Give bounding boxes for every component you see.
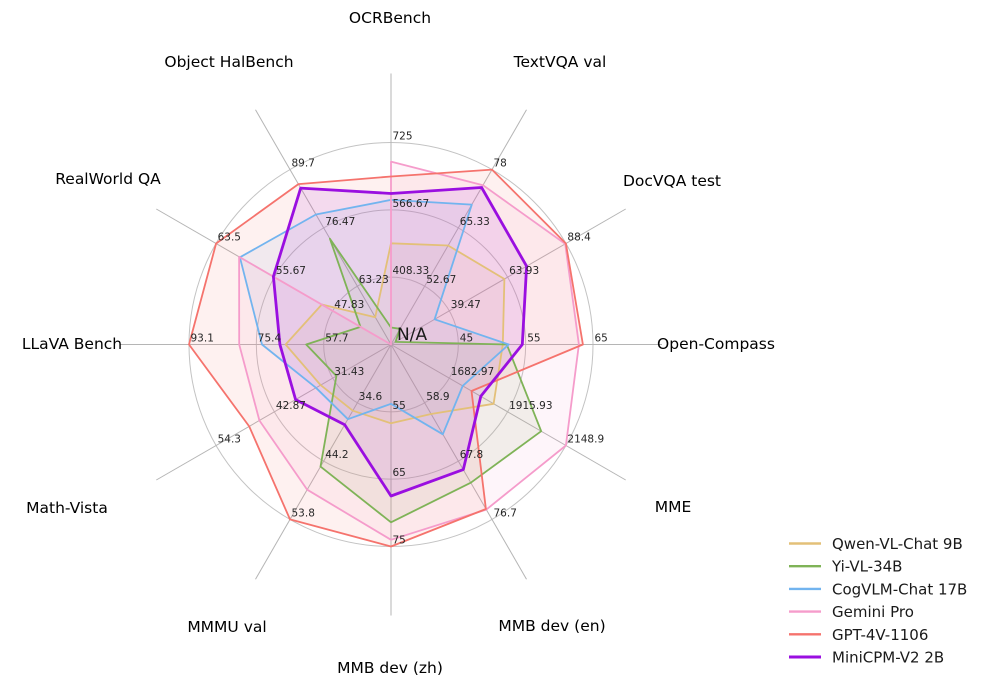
tick-label: 55 xyxy=(527,333,540,345)
axis-spoke xyxy=(156,344,392,481)
axis-title-open-compass: Open-Compass xyxy=(657,335,775,353)
series-fill-2 xyxy=(306,238,542,523)
legend-label: Qwen-VL-Chat 9B xyxy=(832,535,963,553)
axis-spoke xyxy=(390,344,626,481)
axis-spoke xyxy=(390,109,527,345)
tick-label: 52.67 xyxy=(426,274,456,286)
tick-label: 44.2 xyxy=(325,449,348,461)
tick-label: 2148.9 xyxy=(567,434,604,446)
tick-label: 78 xyxy=(494,158,507,170)
tick-label: 55.67 xyxy=(276,265,306,277)
tick-label: 65 xyxy=(595,333,608,345)
axis-title-docvqa-test: DocVQA test xyxy=(623,172,721,190)
axis-titles: OCRBench TextVQA val DocVQA test Open-Compa… xyxy=(22,9,775,677)
legend-item: GPT-4V-1106 xyxy=(789,626,928,644)
axis-title-object-halbench: Object HalBench xyxy=(164,53,293,71)
tick-label: 76.47 xyxy=(325,216,355,228)
tick-label: 93.1 xyxy=(191,333,214,345)
legend-label: Yi-VL-34B xyxy=(831,558,902,576)
axis-title-realworld-qa: RealWorld QA xyxy=(55,170,161,188)
axis-spoke xyxy=(255,344,392,580)
tick-label: 54.3 xyxy=(218,434,241,446)
axis-title-textvqa-val: TextVQA val xyxy=(513,53,607,71)
axis-title-mme: MME xyxy=(655,498,692,516)
tick-label: 1915.93 xyxy=(509,400,552,412)
series-line-5 xyxy=(188,168,584,548)
axis-title-ocrbench: OCRBench xyxy=(349,9,431,27)
axis-title-math-vista: Math-Vista xyxy=(26,499,108,517)
tick-label: 47.83 xyxy=(334,299,364,311)
tick-label: 566.67 xyxy=(393,198,430,210)
axis-spoke xyxy=(390,344,527,580)
tick-label: 58.9 xyxy=(426,391,449,403)
tick-label: 76.7 xyxy=(494,507,517,519)
tick-label: 1682.97 xyxy=(451,366,494,378)
legend-item: Yi-VL-34B xyxy=(789,558,902,576)
axis-tick-labels: 408.33 566.67 725 52.67 65.33 78 39.47 63.93 88.… xyxy=(191,131,608,547)
legend-item: Qwen-VL-Chat 9B xyxy=(789,535,963,553)
series-fill-5 xyxy=(189,169,583,547)
axis-title-llava-bench: LLaVA Bench xyxy=(22,335,122,353)
tick-label: 34.6 xyxy=(359,391,383,403)
series-line-6 xyxy=(271,186,528,498)
tick-label: 42.87 xyxy=(276,400,306,412)
tick-label: 63.23 xyxy=(359,274,389,286)
tick-label: 65.33 xyxy=(460,216,490,228)
axis-title-mmmu-val: MMMU val xyxy=(187,618,266,636)
tick-label: 55 xyxy=(393,400,406,412)
series-outlines xyxy=(188,160,584,548)
series-fill-1 xyxy=(285,243,505,424)
axis-title-mmb-dev-en-: MMB dev (en) xyxy=(498,617,605,635)
legend-label: MiniCPM-V2 2B xyxy=(832,649,944,667)
tick-label: 88.4 xyxy=(567,232,591,244)
tick-label: 65 xyxy=(393,467,406,479)
legend-label: CogVLM-Chat 17B xyxy=(832,580,967,598)
tick-label: 63.5 xyxy=(218,232,241,244)
tick-label: 408.33 xyxy=(393,265,430,277)
axis-title-mmb-dev-zh-: MMB dev (zh) xyxy=(337,659,443,677)
legend-item: Gemini Pro xyxy=(789,603,914,621)
axis-spoke xyxy=(390,208,626,345)
tick-label: 725 xyxy=(393,131,413,143)
legend-label: Gemini Pro xyxy=(832,603,914,621)
tick-label: 63.93 xyxy=(509,265,539,277)
tick-label: 39.47 xyxy=(451,299,481,311)
tick-label: 53.8 xyxy=(292,507,315,519)
tick-label: 67.8 xyxy=(460,449,483,461)
legend-item: MiniCPM-V2 2B xyxy=(789,649,944,667)
tick-label: 31.43 xyxy=(334,366,364,378)
legend: Qwen-VL-Chat 9B Yi-VL-34B CogVLM-Chat 17B G… xyxy=(789,535,967,667)
tick-label: 75 xyxy=(393,535,406,547)
legend-label: GPT-4V-1106 xyxy=(832,626,928,644)
tick-label: 57.7 xyxy=(325,333,348,345)
tick-label: 45 xyxy=(460,333,473,345)
legend-item: CogVLM-Chat 17B xyxy=(789,580,967,598)
axis-spoke xyxy=(255,109,392,345)
tick-label: 75.4 xyxy=(258,333,282,345)
na-center-annotation: N/A xyxy=(397,325,427,345)
tick-label: 89.7 xyxy=(292,158,315,170)
